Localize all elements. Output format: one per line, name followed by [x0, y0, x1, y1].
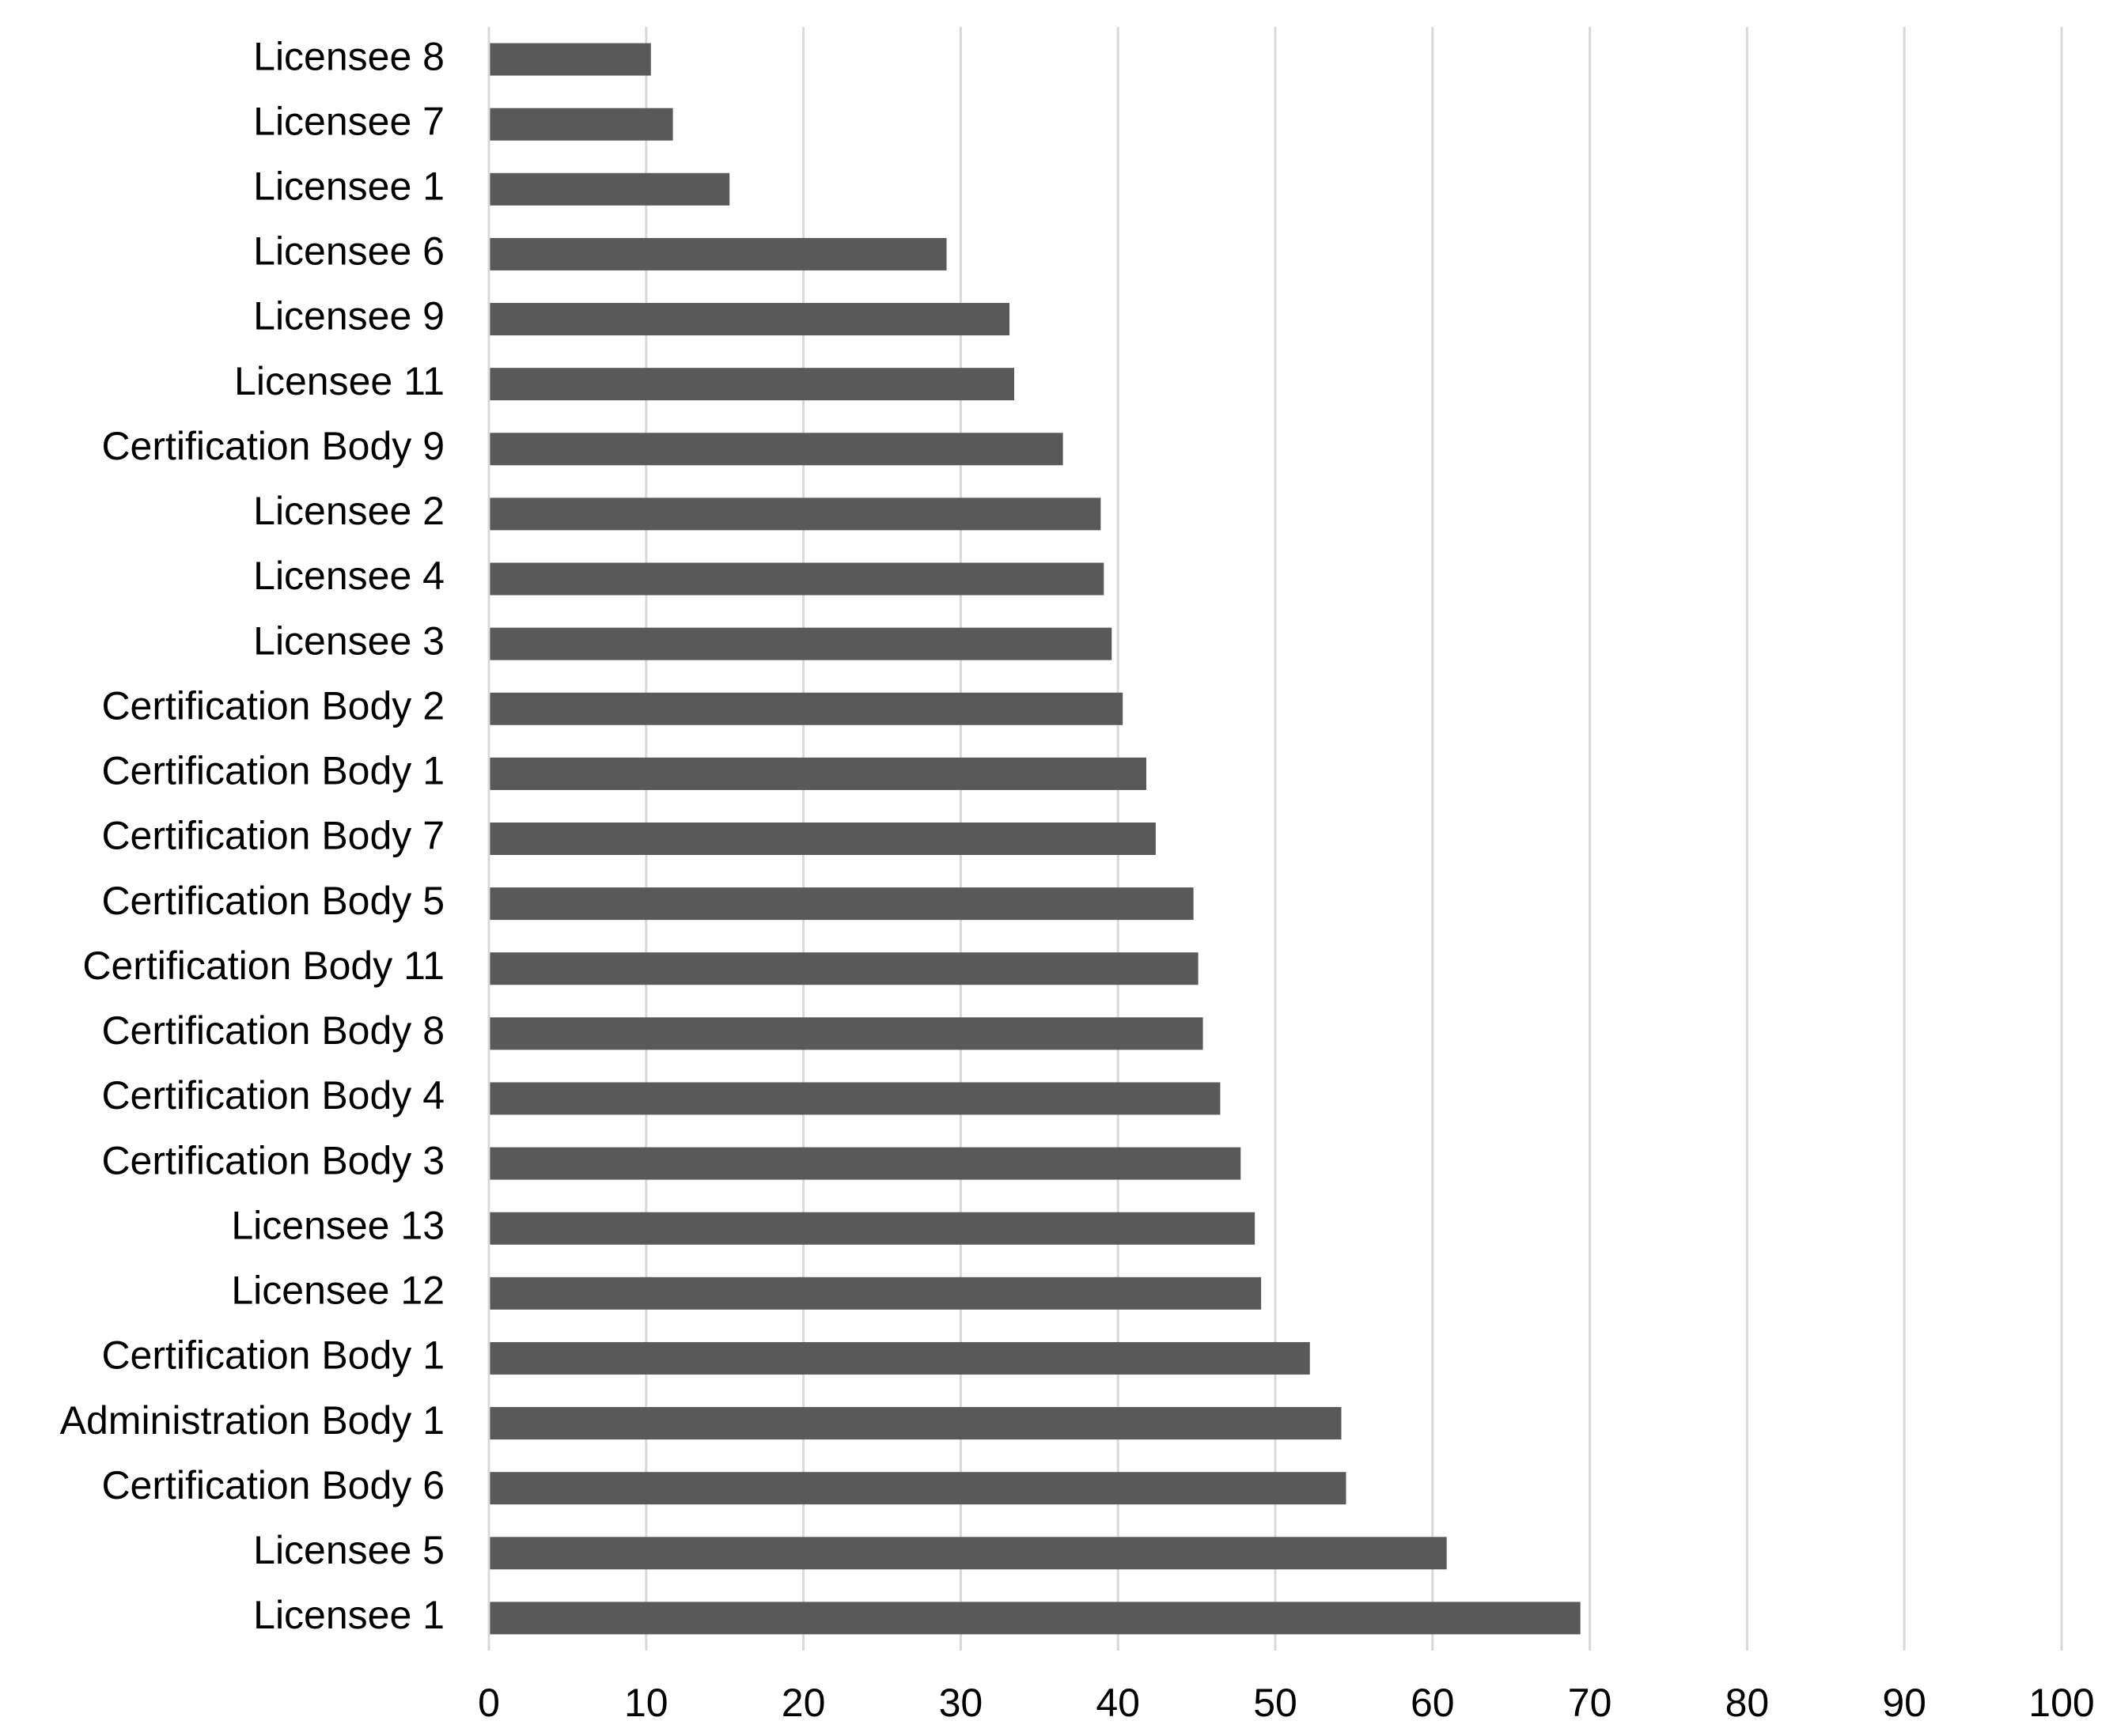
- bar: [489, 1407, 1342, 1440]
- bar: [489, 1276, 1262, 1310]
- y-tick-label: Licensee 1: [253, 1593, 445, 1637]
- bar: [489, 237, 947, 270]
- y-tick-label: Certification Body 6: [101, 1463, 445, 1507]
- y-tick-label: Certification Body 1: [101, 1333, 445, 1378]
- y-tick-label: Certification Body 1: [101, 749, 445, 793]
- y-tick-label: Licensee 1: [253, 165, 445, 209]
- y-tick-label: Certification Body 5: [101, 879, 445, 923]
- bar: [489, 172, 730, 206]
- y-tick-label: Certification Body 3: [101, 1138, 445, 1182]
- bar: [489, 1602, 1581, 1635]
- bar: [489, 757, 1146, 790]
- bar: [489, 1341, 1310, 1375]
- y-tick-label: Licensee 5: [253, 1528, 445, 1572]
- y-tick-label: Licensee 8: [253, 34, 445, 78]
- x-tick-label: 0: [478, 1681, 500, 1725]
- bar: [489, 1472, 1346, 1505]
- y-tick-label: Licensee 6: [253, 229, 445, 274]
- bar: [489, 562, 1104, 596]
- x-tick-label: 100: [2028, 1681, 2094, 1725]
- bar: [489, 627, 1112, 660]
- y-tick-label: Certification Body 8: [101, 1008, 445, 1053]
- y-tick-label: Licensee 13: [231, 1203, 445, 1247]
- bar: [489, 823, 1156, 855]
- x-tick-label: 30: [939, 1681, 983, 1725]
- bar: [489, 1017, 1203, 1050]
- y-tick-label: Licensee 2: [253, 489, 445, 533]
- bar: [489, 952, 1199, 985]
- bar: [489, 692, 1123, 725]
- bar: [489, 303, 1010, 336]
- bar: [489, 887, 1194, 921]
- x-tick-label: 80: [1725, 1681, 1770, 1725]
- bar: [489, 1537, 1447, 1570]
- y-tick-label: Certification Body 9: [101, 424, 445, 468]
- x-tick-label: 40: [1096, 1681, 1140, 1725]
- x-tick-label: 60: [1411, 1681, 1455, 1725]
- x-tick-label: 50: [1253, 1681, 1297, 1725]
- bar: [489, 108, 673, 141]
- y-tick-label: Licensee 4: [253, 554, 445, 598]
- x-tick-label: 20: [782, 1681, 826, 1725]
- bar: [489, 1082, 1221, 1115]
- y-tick-label: Licensee 9: [253, 294, 445, 339]
- y-tick-label: Administration Body 1: [60, 1398, 445, 1443]
- y-tick-label: Certification Body 2: [101, 683, 445, 728]
- bar: [489, 1147, 1241, 1180]
- bar: [489, 43, 651, 76]
- bar: [489, 433, 1063, 466]
- y-tick-label: Licensee 12: [231, 1269, 445, 1313]
- x-tick-label: 10: [624, 1681, 668, 1725]
- y-tick-label: Licensee 11: [234, 359, 445, 403]
- x-tick-label: 90: [1882, 1681, 1926, 1725]
- bar: [489, 1212, 1255, 1245]
- y-tick-label: Certification Body 11: [82, 944, 445, 988]
- y-tick-label: Certification Body 7: [101, 814, 445, 858]
- y-tick-label: Licensee 7: [253, 99, 445, 143]
- y-tick-label: Licensee 3: [253, 618, 445, 663]
- bar: [489, 497, 1101, 531]
- bar: [489, 368, 1014, 401]
- y-tick-label: Certification Body 4: [101, 1073, 445, 1118]
- x-tick-label: 70: [1568, 1681, 1612, 1725]
